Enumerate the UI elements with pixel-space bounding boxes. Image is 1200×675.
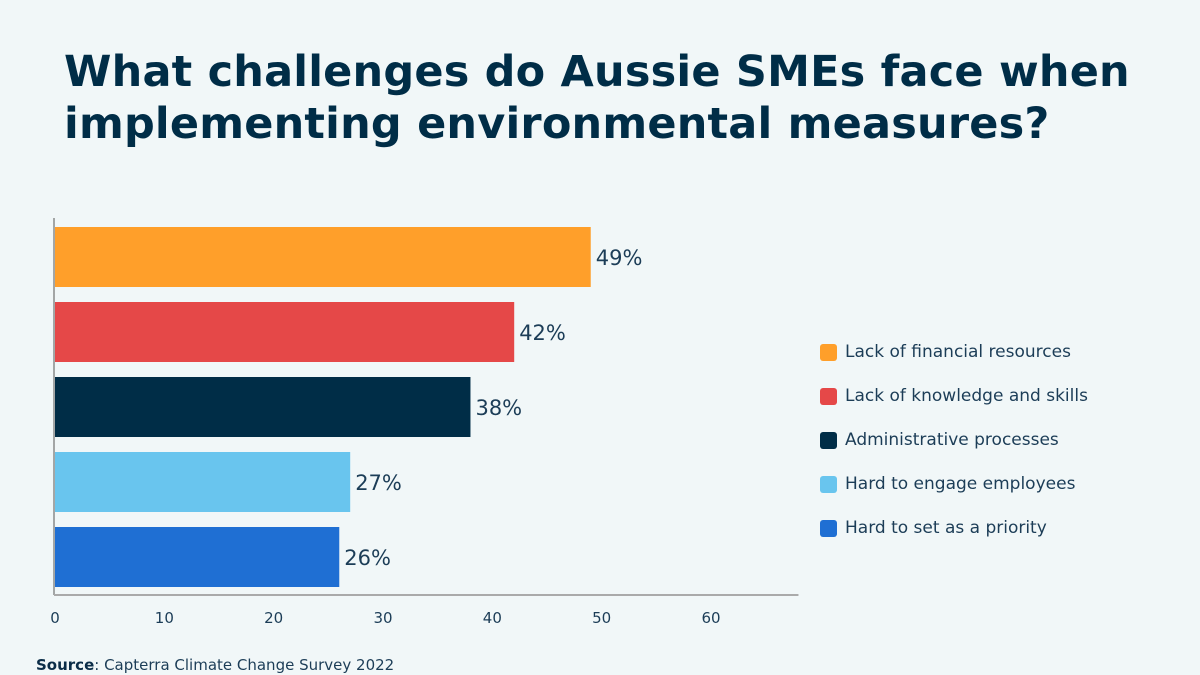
x-tick-label: 50	[592, 609, 611, 627]
source-text: : Capterra Climate Change Survey 2022	[94, 656, 395, 674]
legend-label: Administrative processes	[845, 430, 1059, 450]
x-tick-label: 10	[155, 609, 174, 627]
bar	[55, 527, 340, 587]
data-label: 42%	[519, 321, 566, 345]
data-label: 26%	[344, 546, 391, 570]
legend-label: Hard to set as a priority	[845, 518, 1047, 538]
bar	[55, 452, 351, 512]
bar	[55, 377, 471, 437]
x-tick-label: 60	[701, 609, 720, 627]
legend-item: Lack of financial resources	[820, 330, 1088, 374]
legend-swatch	[820, 475, 837, 493]
x-tick-label: 20	[264, 609, 283, 627]
data-label: 27%	[355, 471, 402, 495]
bar	[55, 227, 591, 287]
legend: Lack of financial resources Lack of knowl…	[820, 330, 1088, 550]
legend-item: Hard to engage employees	[820, 462, 1088, 506]
legend-label: Lack of financial resources	[845, 342, 1071, 362]
data-label: 38%	[475, 396, 522, 420]
x-tick-label: 30	[373, 609, 392, 627]
legend-item: Lack of knowledge and skills	[820, 374, 1088, 418]
legend-swatch	[820, 343, 837, 361]
legend-label: Hard to engage employees	[845, 474, 1076, 494]
x-tick-label: 0	[50, 609, 60, 627]
legend-item: Administrative processes	[820, 418, 1088, 462]
x-tick-label: 40	[483, 609, 502, 627]
legend-label: Lack of knowledge and skills	[845, 386, 1088, 406]
bar	[55, 302, 515, 362]
legend-swatch	[820, 519, 837, 537]
data-label: 49%	[596, 246, 643, 270]
chart-title: What challenges do Aussie SMEs face when…	[64, 47, 1130, 149]
legend-item: Hard to set as a priority	[820, 506, 1088, 550]
source-label: Source	[36, 656, 95, 674]
legend-swatch	[820, 431, 837, 449]
legend-swatch	[820, 387, 837, 405]
source-note: Source: Capterra Climate Change Survey 2…	[36, 656, 394, 674]
